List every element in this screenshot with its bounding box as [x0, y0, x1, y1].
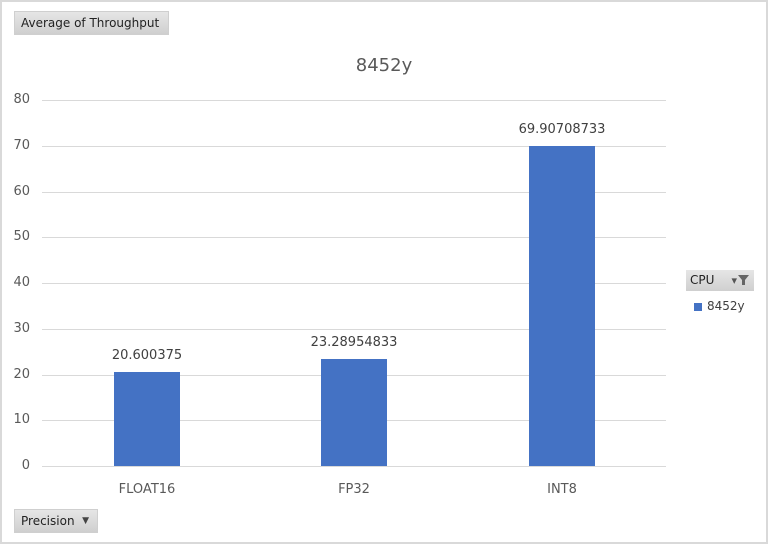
bar-float16[interactable]	[114, 371, 180, 466]
legend-label: 8452y	[707, 299, 745, 313]
y-tick-label: 0	[21, 458, 30, 473]
x-tick-label: FP32	[338, 482, 370, 497]
legend-item: 8452y	[694, 299, 745, 313]
y-tick-label: 70	[13, 137, 30, 153]
y-tick-label: 10	[13, 412, 30, 428]
y-tick-label: 40	[13, 275, 30, 290]
y-tick-label: 60	[13, 183, 30, 199]
bar-fp32[interactable]	[321, 359, 387, 466]
gridline	[42, 191, 666, 193]
gridline	[42, 237, 666, 239]
data-label: 23.28954833	[310, 335, 398, 351]
legend-title: CPU	[690, 273, 715, 287]
gridline	[42, 283, 666, 284]
gridline	[42, 145, 666, 147]
axis-field-label: Precision	[21, 514, 75, 528]
y-tick-label: 30	[13, 320, 30, 336]
gridline	[42, 100, 666, 101]
y-tick-label: 20	[13, 366, 30, 382]
value-field-button[interactable]: Average of Throughput	[14, 11, 169, 35]
x-tick-label: FLOAT16	[118, 482, 176, 497]
legend-swatch	[694, 302, 702, 311]
dropdown-arrow-icon: ▼	[82, 516, 89, 526]
gridline	[42, 328, 666, 330]
chart-title: 8452y	[355, 55, 413, 76]
gridline	[42, 466, 666, 467]
bar-int8[interactable]	[529, 146, 595, 466]
data-label: 69.90708733	[518, 122, 606, 138]
data-label: 20.600375	[111, 347, 183, 363]
filter-icon: ▾	[731, 270, 750, 291]
legend-filter-button[interactable]: CPU ▾	[686, 270, 754, 291]
y-tick-label: 50	[13, 229, 30, 245]
y-tick-label: 80	[13, 92, 30, 107]
axis-field-button[interactable]: Precision ▼	[14, 509, 98, 533]
x-tick-label: INT8	[547, 482, 577, 497]
